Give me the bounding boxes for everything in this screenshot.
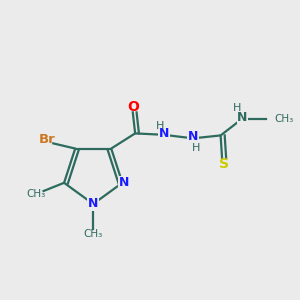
Text: N: N <box>188 130 198 143</box>
Text: CH₃: CH₃ <box>27 190 46 200</box>
Text: H: H <box>192 143 201 153</box>
Text: H: H <box>156 121 164 130</box>
Text: O: O <box>127 100 139 113</box>
Text: CH₃: CH₃ <box>84 229 103 239</box>
Text: N: N <box>88 197 98 211</box>
Text: CH₃: CH₃ <box>274 113 294 124</box>
Text: Br: Br <box>38 133 55 146</box>
Text: S: S <box>219 157 229 171</box>
Text: N: N <box>118 176 129 189</box>
Text: N: N <box>237 111 248 124</box>
Text: H: H <box>233 103 242 113</box>
Text: N: N <box>159 127 169 140</box>
